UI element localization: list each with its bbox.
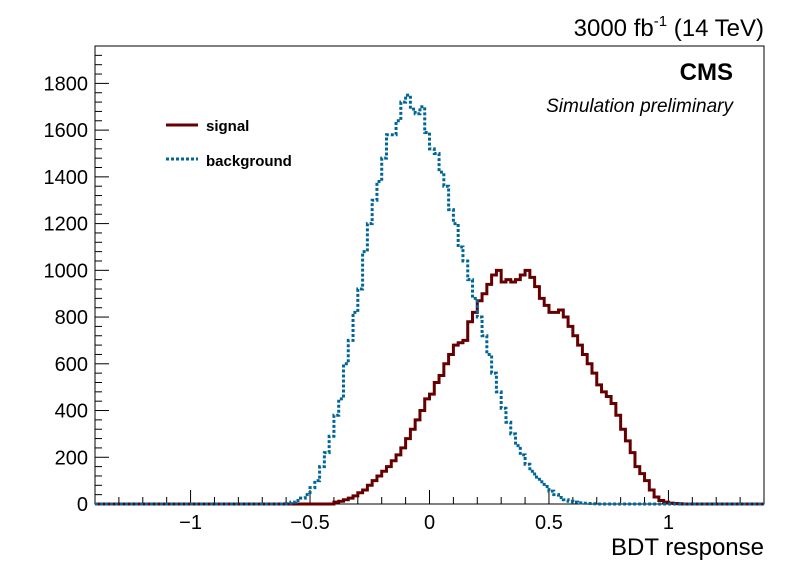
lumi-label-main: 3000 fb	[574, 15, 654, 42]
y-tick-label: 1800	[44, 73, 89, 95]
x-tick-label: −0.5	[290, 512, 329, 534]
y-tick-label: 0	[77, 494, 88, 516]
lumi-label: 3000 fb-1 (14 TeV)	[574, 13, 764, 42]
lumi-label-energy: (14 TeV)	[667, 15, 764, 42]
y-tick-label: 1600	[44, 120, 89, 142]
x-tick-label: −1	[179, 512, 202, 534]
y-axis-tick-labels: 0 200 400 600 800 1000 1200 1400 1600 1800	[44, 73, 89, 516]
x-axis-tick-labels: −1 −0.5 0 0.5 1	[179, 512, 674, 534]
legend-label-signal: signal	[206, 118, 249, 135]
y-tick-label: 400	[55, 401, 88, 423]
lumi-label-exponent: -1	[654, 13, 667, 30]
y-tick-label: 200	[55, 447, 88, 469]
status-label: Simulation preliminary	[546, 96, 734, 117]
y-tick-label: 1000	[44, 260, 89, 282]
x-tick-label: 0.5	[535, 512, 563, 534]
legend: signal background	[166, 118, 292, 170]
y-tick-label: 600	[55, 354, 88, 376]
x-axis-title: BDT response	[611, 534, 764, 561]
x-tick-label: 0	[424, 512, 435, 534]
experiment-label: CMS	[680, 59, 733, 86]
y-tick-label: 800	[55, 307, 88, 329]
legend-label-background: background	[206, 153, 292, 170]
histogram-background	[95, 93, 764, 506]
y-tick-label: 1400	[44, 167, 89, 189]
x-tick-label: 1	[663, 512, 674, 534]
y-axis-ticks	[95, 54, 109, 505]
y-tick-label: 1200	[44, 214, 89, 236]
histogram-signal	[95, 268, 764, 506]
histogram-series-layer	[95, 93, 764, 506]
